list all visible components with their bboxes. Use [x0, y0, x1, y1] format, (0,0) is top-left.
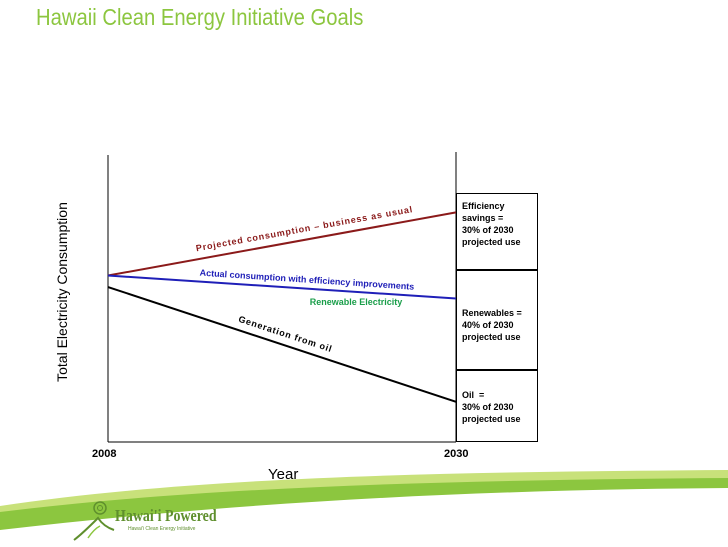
footer-swoosh: [0, 470, 728, 530]
hawaii-powered-logo: Hawai'i Powered Hawai'i Clean Energy Ini…: [70, 498, 220, 542]
series-line-projected: [107, 211, 457, 277]
legend-block-renewables: Renewables = 40% of 2030 projected use: [456, 270, 538, 370]
y-axis-label: Total Electricity Consumption: [54, 202, 70, 382]
series-line-oil: [107, 286, 457, 403]
legend-block-text: Efficiency savings = 30% of 2030 project…: [462, 201, 521, 247]
page-title: Hawaii Clean Energy Initiative Goals: [36, 4, 364, 30]
legend-block-text: Renewables = 40% of 2030 projected use: [462, 308, 522, 342]
logo-tagline: Hawai'i Clean Energy Initiative: [128, 526, 196, 532]
series-line-actual: [107, 274, 457, 300]
legend-block-efficiency: Efficiency savings = 30% of 2030 project…: [456, 193, 538, 270]
legend-block-text: Oil = 30% of 2030 projected use: [462, 390, 521, 424]
x-tick-label: 2008: [92, 448, 117, 460]
x-tick-label: 2030: [444, 448, 469, 460]
footer-swoosh-dark: [0, 478, 728, 530]
x-axis-label: Year: [268, 466, 299, 483]
logo-wordmark: Hawai'i Powered: [115, 506, 217, 525]
region-label-renewable: Renewable Electricity: [310, 297, 403, 307]
series-label-projected: Projected consumption – business as usua…: [195, 204, 414, 253]
logo-figure-icon: [73, 501, 115, 541]
legend-block-oil: Oil = 30% of 2030 projected use: [456, 370, 538, 442]
